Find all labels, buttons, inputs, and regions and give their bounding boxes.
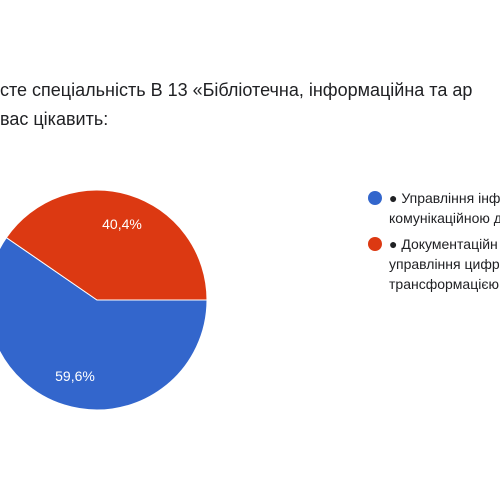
legend-swatch-red [368,237,382,251]
pie-slice-labels: 59,6% 40,4% [55,216,142,384]
pie-slice-label-2: 40,4% [102,216,142,232]
pie-slice-1[interactable] [0,236,208,411]
pie-slice-label-1: 59,6% [55,368,95,384]
question-title: сте спеціальність В 13 «Бібліотечна, інф… [0,0,500,140]
legend-label-line: управління цифр [389,256,500,272]
pie-slices [0,189,208,411]
legend-item-series-1[interactable]: ● Управління інф комунікаційною д [368,188,500,228]
question-title-line-1: сте спеціальність В 13 «Бібліотечна, інф… [0,80,473,100]
legend-label-line: ● Управління інф [389,190,500,206]
question-title-line-2: вас цікавить: [0,109,109,129]
legend-label-line: трансформацією [389,276,499,292]
legend-item-series-2[interactable]: ● Документаційн управління цифр трансфор… [368,234,500,294]
legend-label-line: комунікаційною д [389,210,500,226]
legend-swatch-blue [368,191,382,205]
legend-label-line: ● Документаційн [389,236,498,252]
chart-legend: ● Управління інф комунікаційною д ● Доку… [368,188,500,300]
pie-slice-2[interactable] [5,189,208,301]
